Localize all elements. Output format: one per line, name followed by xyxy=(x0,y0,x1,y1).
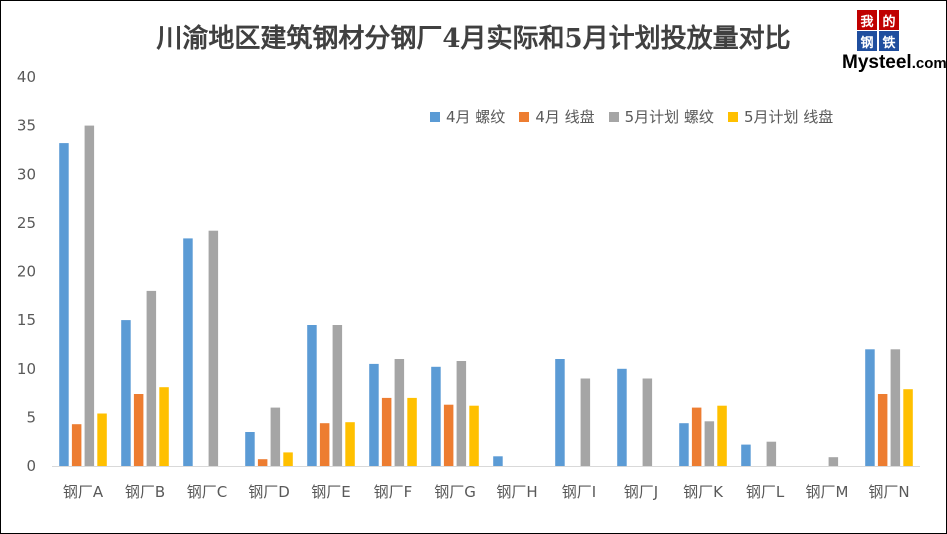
bar-series-3 xyxy=(395,359,405,466)
bar-series-4 xyxy=(283,452,293,466)
bar-series-2 xyxy=(692,408,702,466)
bar-series-4 xyxy=(407,398,417,466)
bar-series-1 xyxy=(245,432,255,466)
bar-series-2 xyxy=(320,423,330,466)
bar-series-4 xyxy=(345,422,355,466)
y-tick-label: 40 xyxy=(17,68,36,86)
bar-series-2 xyxy=(444,405,454,466)
y-tick-label: 25 xyxy=(17,214,36,232)
x-category-label: 钢厂F xyxy=(374,483,413,501)
bar-series-1 xyxy=(865,349,875,466)
x-category-label: 钢厂L xyxy=(746,483,785,501)
legend-item: 5月计划 线盘 xyxy=(728,106,833,127)
legend-swatch xyxy=(430,112,440,122)
bar-series-1 xyxy=(121,320,131,466)
x-category-label: 钢厂C xyxy=(187,483,227,501)
y-tick-label: 20 xyxy=(17,263,36,281)
x-category-label: 钢厂H xyxy=(496,483,537,501)
bar-series-1 xyxy=(555,359,565,466)
x-category-label: 钢厂J xyxy=(624,483,658,501)
y-tick-label: 5 xyxy=(26,408,36,426)
x-category-label: 钢厂K xyxy=(683,483,724,501)
x-category-label: 钢厂A xyxy=(63,483,104,501)
bar-series-3 xyxy=(333,325,343,466)
chart-legend: 4月 螺纹 4月 线盘 5月计划 螺纹 5月计划 线盘 xyxy=(430,106,833,127)
bar-series-2 xyxy=(72,424,82,466)
bar-series-2 xyxy=(878,394,888,466)
bar-series-3 xyxy=(457,361,467,466)
legend-item: 4月 线盘 xyxy=(519,106,594,127)
y-tick-label: 10 xyxy=(17,360,36,378)
bar-series-1 xyxy=(493,456,503,466)
x-category-label: 钢厂M xyxy=(806,483,849,501)
bar-series-3 xyxy=(829,457,839,466)
bar-series-2 xyxy=(134,394,144,466)
bar-series-4 xyxy=(469,406,479,466)
bar-series-3 xyxy=(271,408,281,466)
bar-series-1 xyxy=(183,238,193,466)
x-category-label: 钢厂I xyxy=(562,483,596,501)
y-tick-label: 0 xyxy=(26,457,36,475)
bar-series-3 xyxy=(705,421,715,466)
bar-series-1 xyxy=(369,364,379,466)
bar-series-1 xyxy=(741,445,751,466)
bar-series-2 xyxy=(258,459,268,466)
bar-series-4 xyxy=(97,414,107,467)
bar-series-4 xyxy=(159,387,169,466)
x-category-label: 钢厂E xyxy=(311,483,350,501)
bar-series-2 xyxy=(382,398,392,466)
bar-series-3 xyxy=(581,379,591,467)
legend-swatch xyxy=(609,112,619,122)
legend-swatch xyxy=(728,112,738,122)
legend-item: 4月 螺纹 xyxy=(430,106,505,127)
bar-series-3 xyxy=(147,291,157,466)
x-category-label: 钢厂N xyxy=(868,483,909,501)
bar-series-3 xyxy=(85,126,95,466)
legend-label: 4月 螺纹 xyxy=(446,106,505,127)
x-category-label: 钢厂D xyxy=(248,483,290,501)
bar-series-4 xyxy=(903,389,913,466)
legend-label: 5月计划 线盘 xyxy=(744,106,833,127)
bar-series-1 xyxy=(59,143,68,466)
legend-swatch xyxy=(519,112,529,122)
y-tick-label: 35 xyxy=(17,117,36,135)
legend-label: 4月 线盘 xyxy=(535,106,594,127)
bar-series-1 xyxy=(679,423,689,466)
bar-series-3 xyxy=(767,442,777,466)
legend-item: 5月计划 螺纹 xyxy=(609,106,714,127)
bar-series-1 xyxy=(431,367,441,466)
legend-label: 5月计划 螺纹 xyxy=(625,106,714,127)
x-category-label: 钢厂B xyxy=(125,483,165,501)
bar-series-1 xyxy=(617,369,627,466)
x-category-label: 钢厂G xyxy=(434,483,476,501)
bar-series-4 xyxy=(717,406,727,466)
bar-series-3 xyxy=(891,349,901,466)
bar-series-3 xyxy=(209,231,219,466)
bar-series-3 xyxy=(643,379,653,467)
y-tick-label: 30 xyxy=(17,165,36,183)
y-tick-label: 15 xyxy=(17,311,36,329)
bar-series-1 xyxy=(307,325,317,466)
